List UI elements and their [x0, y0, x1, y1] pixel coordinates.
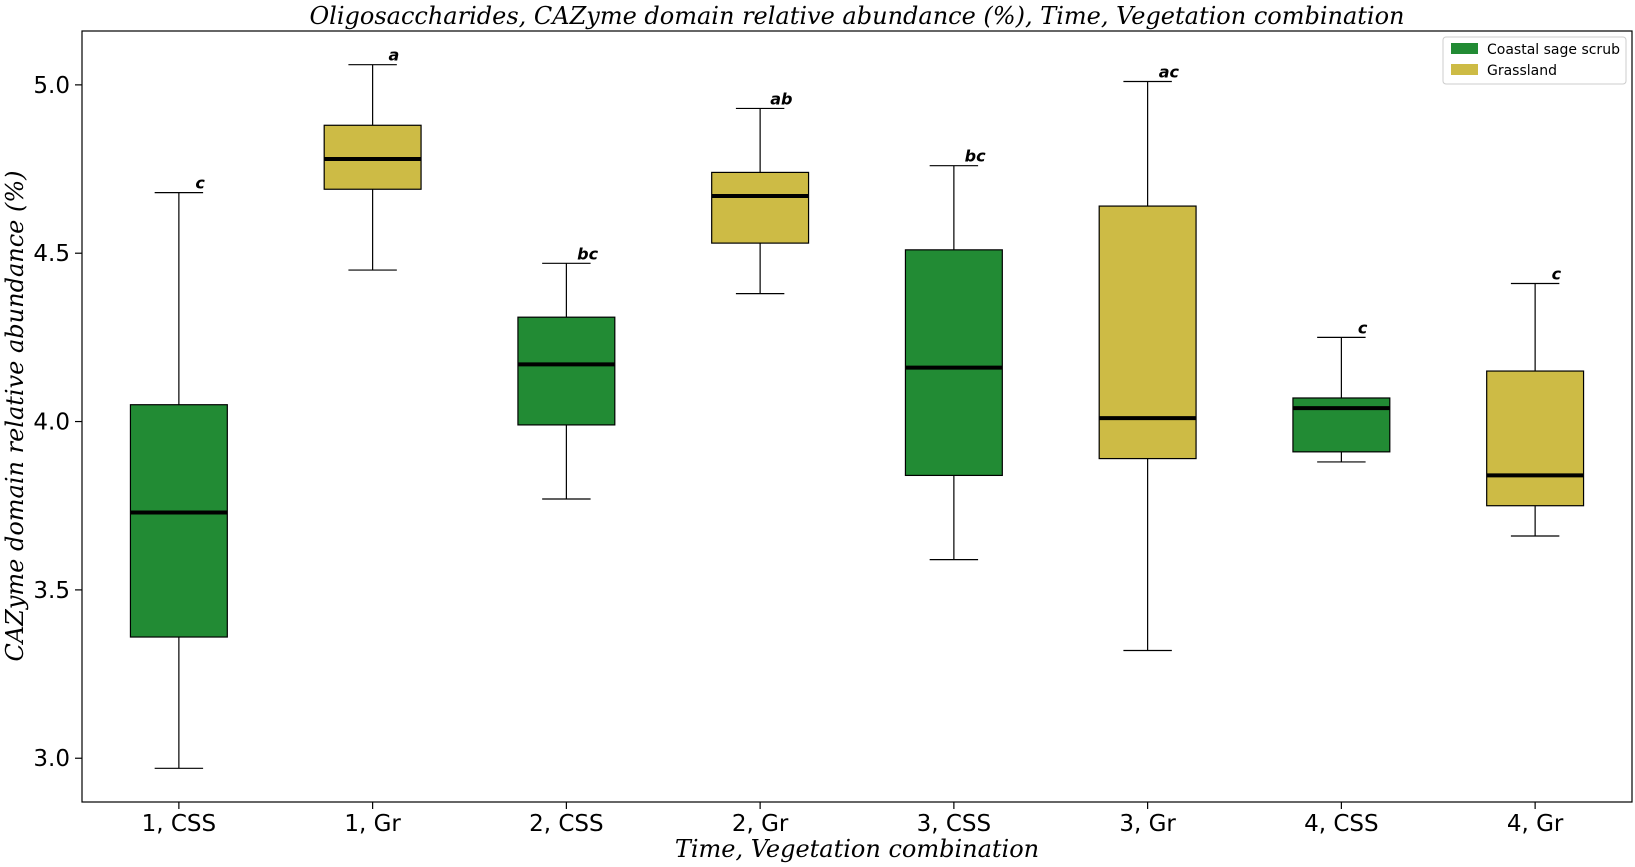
box-iqr — [1098, 205, 1197, 460]
box-group: c — [1292, 318, 1391, 463]
box-iqr — [1486, 370, 1585, 507]
y-axis-label: CAZyme domain relative abundance (%) — [1, 170, 29, 661]
x-tick-label: 4, CSS — [1304, 811, 1379, 837]
significance-label: c — [1552, 265, 1562, 284]
box-iqr — [1292, 397, 1391, 453]
x-tick-label: 2, CSS — [529, 811, 604, 837]
box-iqr — [904, 249, 1003, 477]
box-group: ac — [1098, 63, 1197, 652]
x-tick-label: 1, CSS — [142, 811, 217, 837]
legend-frame — [1442, 36, 1627, 85]
box-group: bc — [904, 147, 1003, 561]
x-tick-label: 2, Gr — [732, 811, 789, 837]
y-tick-label: 3.0 — [33, 746, 70, 772]
chart-title: Oligosaccharides, CAZyme domain relative… — [310, 2, 1405, 30]
legend-swatch-coastal-sage-scrub — [1451, 43, 1478, 54]
y-axis: 3.0 3.5 4.0 4.5 5.0 — [33, 73, 82, 772]
legend: Coastal sage scrub Grassland — [1442, 36, 1627, 85]
significance-label: ac — [1159, 63, 1180, 82]
x-axis: 1, CSS 1, Gr 2, CSS 2, Gr 3, CSS 3, Gr 4, CSS 4… — [142, 802, 1564, 837]
y-tick-label: 5.0 — [33, 73, 70, 99]
y-tick-label: 4.0 — [33, 410, 70, 436]
box-group: ab — [711, 89, 810, 295]
box-series: c a bc ab bc ac c c — [129, 46, 1585, 769]
box-iqr — [517, 316, 616, 426]
y-tick-label: 4.5 — [33, 241, 70, 267]
y-tick-label: 3.5 — [33, 578, 70, 604]
x-tick-label: 3, CSS — [917, 811, 992, 837]
box-iqr — [129, 404, 228, 638]
x-tick-label: 1, Gr — [344, 811, 401, 837]
legend-label-coastal-sage-scrub: Coastal sage scrub — [1487, 42, 1620, 58]
significance-label: c — [195, 174, 205, 193]
x-axis-label: Time, Vegetation combination — [675, 835, 1039, 863]
significance-label: c — [1358, 318, 1368, 337]
box-group: a — [323, 46, 422, 271]
legend-swatch-grassland — [1451, 64, 1478, 75]
x-tick-label: 4, Gr — [1507, 811, 1564, 837]
significance-label: bc — [965, 147, 986, 166]
box-group: bc — [517, 244, 616, 500]
significance-label: a — [388, 46, 399, 65]
significance-label: bc — [577, 244, 598, 263]
significance-label: ab — [770, 89, 792, 108]
box-group: c — [1486, 265, 1585, 537]
box-iqr — [711, 171, 810, 244]
x-tick-label: 3, Gr — [1119, 811, 1176, 837]
legend-label-grassland: Grassland — [1487, 63, 1557, 79]
plot-area — [81, 30, 1633, 803]
box-group: c — [129, 174, 228, 769]
